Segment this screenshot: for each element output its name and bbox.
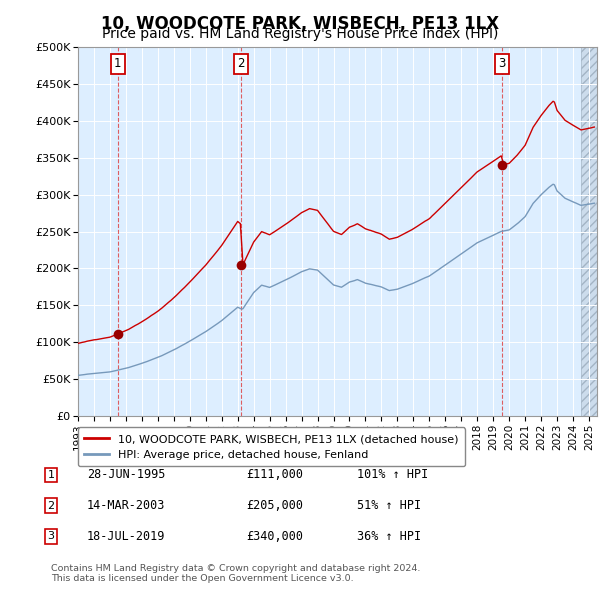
Text: 36% ↑ HPI: 36% ↑ HPI — [357, 530, 421, 543]
Text: 3: 3 — [498, 57, 506, 70]
Text: £340,000: £340,000 — [246, 530, 303, 543]
Text: 51% ↑ HPI: 51% ↑ HPI — [357, 499, 421, 512]
Text: 10, WOODCOTE PARK, WISBECH, PE13 1LX: 10, WOODCOTE PARK, WISBECH, PE13 1LX — [101, 15, 499, 34]
Text: Contains HM Land Registry data © Crown copyright and database right 2024.
This d: Contains HM Land Registry data © Crown c… — [51, 563, 421, 583]
Text: £205,000: £205,000 — [246, 499, 303, 512]
Text: 101% ↑ HPI: 101% ↑ HPI — [357, 468, 428, 481]
Text: 3: 3 — [47, 532, 55, 541]
Text: 14-MAR-2003: 14-MAR-2003 — [87, 499, 166, 512]
Text: 28-JUN-1995: 28-JUN-1995 — [87, 468, 166, 481]
Legend: 10, WOODCOTE PARK, WISBECH, PE13 1LX (detached house), HPI: Average price, detac: 10, WOODCOTE PARK, WISBECH, PE13 1LX (de… — [77, 427, 465, 466]
Text: 1: 1 — [47, 470, 55, 480]
Text: £111,000: £111,000 — [246, 468, 303, 481]
Text: 2: 2 — [47, 501, 55, 510]
Text: Price paid vs. HM Land Registry's House Price Index (HPI): Price paid vs. HM Land Registry's House … — [102, 27, 498, 41]
Text: 2: 2 — [237, 57, 245, 70]
Text: 1: 1 — [114, 57, 122, 70]
Text: 18-JUL-2019: 18-JUL-2019 — [87, 530, 166, 543]
Bar — [581, 47, 597, 416]
